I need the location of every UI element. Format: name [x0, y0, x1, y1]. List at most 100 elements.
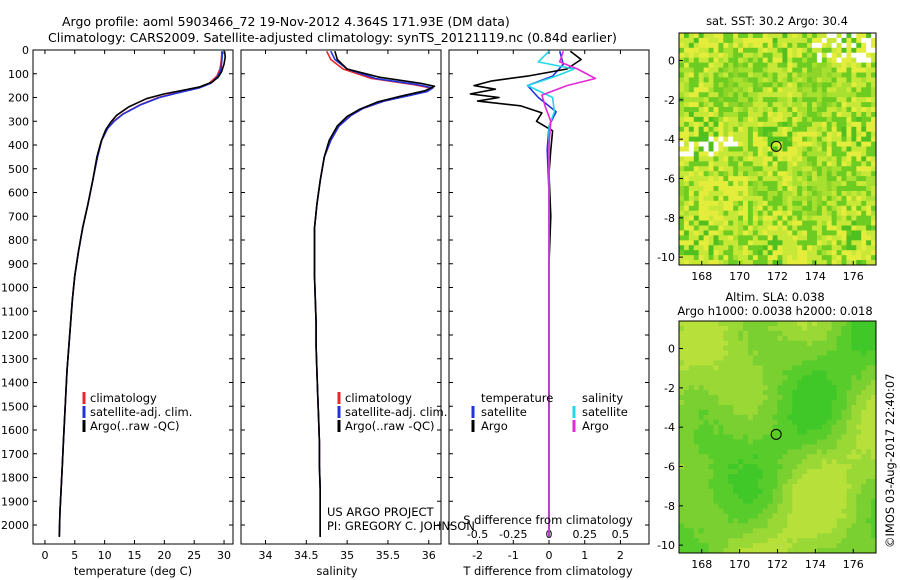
map-cell [708, 380, 714, 386]
map-cell [747, 107, 754, 113]
map-cell [821, 102, 828, 108]
map-cell [836, 72, 842, 78]
map-cell [752, 444, 759, 450]
map-cell [802, 424, 808, 430]
map-cell [816, 488, 823, 495]
map-cell [743, 444, 749, 450]
map-cell [777, 47, 783, 54]
map-cell [826, 548, 833, 554]
map-cell [708, 190, 714, 197]
map-cell [802, 385, 808, 391]
map-cell [708, 220, 714, 226]
map-cell [738, 325, 744, 332]
map-cell [861, 171, 867, 177]
map-cell [811, 370, 818, 376]
map-cell [713, 33, 719, 39]
map-cell [738, 439, 744, 445]
map-cell [841, 459, 847, 465]
map-cell [797, 195, 803, 202]
map-cell [802, 166, 808, 172]
map-cell [826, 67, 833, 73]
map-cell [679, 111, 685, 118]
map-cell [723, 181, 729, 187]
map-cell [688, 67, 695, 73]
map-cell [683, 340, 690, 347]
map-cell [777, 176, 783, 182]
map-cell [797, 355, 803, 361]
map-cell [688, 360, 695, 366]
map-cell [743, 454, 749, 460]
map-cell [846, 87, 852, 93]
map-cell [807, 419, 813, 426]
map-cell [851, 255, 857, 261]
map-cell [762, 240, 769, 246]
map-cell [718, 141, 724, 147]
map-cell [688, 538, 695, 544]
map-cell [703, 478, 709, 485]
map-cell [851, 404, 857, 411]
map-cell [841, 503, 847, 509]
map-cell [861, 107, 867, 113]
map-cell [757, 230, 764, 236]
map-cell [841, 151, 847, 157]
depth-tick-label: 1200 [1, 329, 29, 342]
map-cell [802, 156, 808, 162]
map-cell [718, 146, 724, 152]
map-cell [757, 186, 764, 192]
map-cell [821, 533, 828, 539]
map-cell [708, 493, 714, 500]
map-cell [743, 87, 749, 93]
map-cell [787, 498, 793, 505]
map-cell [713, 355, 719, 361]
map-cell [703, 116, 709, 123]
map-cell [723, 166, 729, 172]
map-cell [772, 131, 778, 138]
map-cell [816, 121, 823, 128]
map-cell [738, 390, 744, 396]
map-cell [683, 77, 690, 83]
map-cell [851, 33, 857, 39]
map-cell [738, 429, 744, 435]
map-cell [816, 429, 823, 435]
map-cell [752, 107, 759, 113]
map-cell [807, 131, 813, 138]
map-cell [743, 92, 749, 98]
map-cell [866, 37, 872, 44]
map-cell [698, 77, 705, 83]
map-cell [762, 57, 769, 64]
map-cell [777, 62, 783, 68]
map-cell [792, 370, 798, 376]
map-cell [743, 478, 749, 485]
map-cell [772, 454, 778, 460]
map-cell [708, 136, 714, 142]
map-cell [816, 493, 823, 500]
map-cell [728, 42, 734, 49]
map-cell [841, 488, 847, 495]
map-cell [723, 146, 729, 152]
map-cell [757, 483, 764, 490]
map-cell [836, 321, 842, 327]
map-cell [797, 518, 803, 524]
map-cell [866, 350, 872, 356]
map-cell [679, 409, 685, 416]
map-cell [757, 533, 764, 539]
map-cell [807, 176, 813, 182]
map-cell [728, 429, 734, 435]
map-cell [861, 77, 867, 83]
map-cell [772, 518, 778, 524]
map-cell [728, 161, 734, 167]
map-cell [826, 102, 833, 108]
map-cell [836, 523, 842, 529]
map-cell [747, 429, 754, 435]
map-cell [698, 498, 705, 505]
map-cell [851, 469, 857, 475]
map-cell [792, 498, 798, 505]
map-cell [738, 166, 744, 172]
map-cell [861, 47, 867, 54]
map-cell [693, 429, 700, 435]
map-cell [683, 330, 690, 337]
map-cell [747, 474, 754, 480]
map-cell [723, 255, 729, 261]
map-cell [757, 528, 764, 534]
map-cell [718, 33, 724, 39]
